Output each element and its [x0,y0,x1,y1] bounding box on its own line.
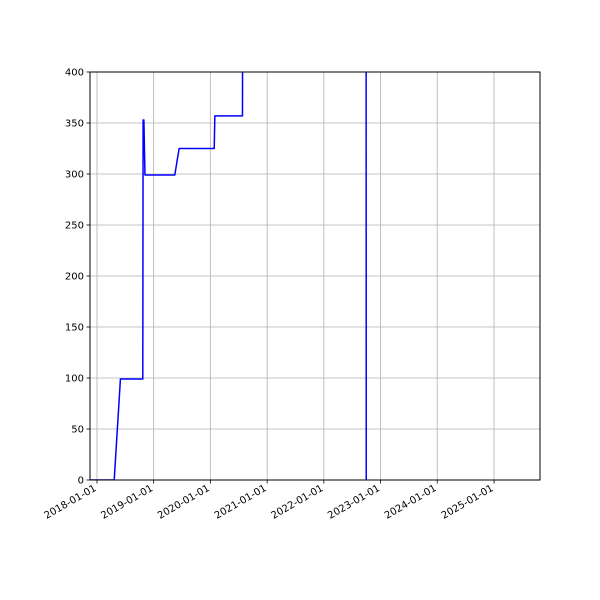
y-tick-label: 400 [65,68,84,79]
series-layer [90,72,367,480]
y-tick-label: 200 [65,272,84,283]
y-tick-label: 150 [65,323,84,334]
x-tick-label: 2023-01-01 [326,483,382,522]
x-tick-label: 2024-01-01 [383,483,439,522]
y-axis: 0 50 100 150 200 250 300 350 400 [65,68,90,487]
x-tick-label: 2022-01-01 [270,483,326,522]
y-tick-label: 50 [71,425,84,436]
x-tick-label: 2025-01-01 [440,483,496,522]
x-axis: 2018-01-01 2019-01-01 2020-01-01 2021-01-01… [43,480,496,522]
x-tick-label: 2019-01-01 [99,483,155,522]
y-tick-label: 100 [65,374,84,385]
y-tick-label: 250 [65,221,84,232]
y-tick-label: 350 [65,119,84,130]
x-tick-label: 2021-01-01 [213,483,269,522]
series-line [90,72,367,480]
y-tick-label: 0 [78,476,84,487]
y-tick-label: 300 [65,170,84,181]
x-tick-label: 2018-01-01 [43,483,99,522]
x-tick-label: 2020-01-01 [156,483,212,522]
